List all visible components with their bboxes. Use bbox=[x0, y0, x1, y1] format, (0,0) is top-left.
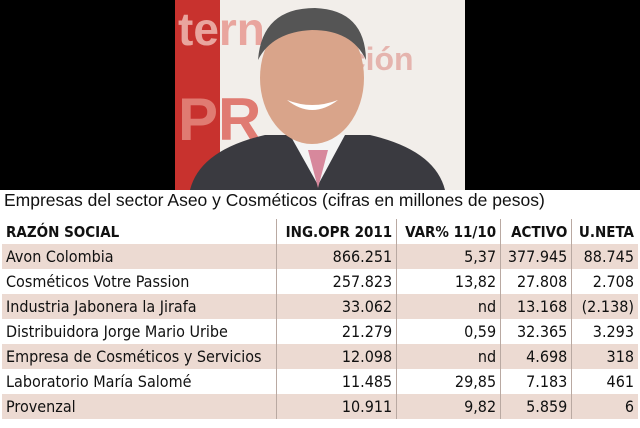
svg-text:tern: tern bbox=[178, 3, 265, 55]
column-header: U.NETA bbox=[571, 219, 638, 244]
company-name: Empresa de Cosméticos y Servicios bbox=[2, 344, 277, 369]
column-header: ING.OPR 2011 bbox=[276, 219, 397, 244]
table-cell: 21.279 bbox=[276, 319, 397, 344]
table-row: Laboratorio María Salomé 11.485 29,85 7.183… bbox=[2, 369, 638, 394]
table-cell: 10.911 bbox=[276, 394, 397, 419]
table-cell: 88.745 bbox=[571, 244, 638, 269]
table-body: Avon Colombia 866.251 5,37 377.945 88.745 Cos… bbox=[2, 244, 638, 419]
table-cell: 461 bbox=[571, 369, 638, 394]
company-name: Avon Colombia bbox=[2, 244, 277, 269]
company-name: Cosméticos Votre Passion bbox=[2, 269, 277, 294]
table-cell: 3.293 bbox=[571, 319, 638, 344]
table-cell: (2.138) bbox=[571, 294, 638, 319]
company-name: Distribuidora Jorge Mario Uribe bbox=[2, 319, 277, 344]
table-cell: 5.859 bbox=[500, 394, 572, 419]
table-cell: 318 bbox=[571, 344, 638, 369]
table-cell: nd bbox=[396, 294, 501, 319]
table-cell: 5,37 bbox=[396, 244, 501, 269]
table-cell: 4.698 bbox=[500, 344, 572, 369]
table: RAZÓN SOCIAL ING.OPR 2011 VAR% 11/10 ACTIVO… bbox=[2, 219, 638, 419]
company-name: Provenzal bbox=[2, 394, 277, 419]
table-cell: 13,82 bbox=[396, 269, 501, 294]
table-cell: 32.365 bbox=[500, 319, 572, 344]
table-row: Avon Colombia 866.251 5,37 377.945 88.745 bbox=[2, 244, 638, 269]
table-row: Distribuidora Jorge Mario Uribe 21.279 0,5… bbox=[2, 319, 638, 344]
table-row: Industria Jabonera la Jirafa 33.062 nd 13.1… bbox=[2, 294, 638, 319]
table-row: Empresa de Cosméticos y Servicios 12.098 n… bbox=[2, 344, 638, 369]
company-name: Laboratorio María Salomé bbox=[2, 369, 277, 394]
table-title: Empresas del sector Aseo y Cosméticos (c… bbox=[4, 190, 545, 210]
table-cell: 0,59 bbox=[396, 319, 501, 344]
table-cell: 33.062 bbox=[276, 294, 397, 319]
table-row: Cosméticos Votre Passion 257.823 13,82 27.8… bbox=[2, 269, 638, 294]
table-cell: 6 bbox=[571, 394, 638, 419]
table-cell: 12.098 bbox=[276, 344, 397, 369]
table-cell: nd bbox=[396, 344, 501, 369]
table-row: Provenzal 10.911 9,82 5.859 6 bbox=[2, 394, 638, 419]
table-cell: 866.251 bbox=[276, 244, 397, 269]
column-header: ACTIVO bbox=[500, 219, 572, 244]
table-cell: 2.708 bbox=[571, 269, 638, 294]
table-cell: 27.808 bbox=[500, 269, 572, 294]
photo: tern PR ación bbox=[0, 0, 640, 190]
table-cell: 377.945 bbox=[500, 244, 572, 269]
table-cell: 29,85 bbox=[396, 369, 501, 394]
column-header: RAZÓN SOCIAL bbox=[2, 219, 277, 244]
table-cell: 13.168 bbox=[500, 294, 572, 319]
column-header: VAR% 11/10 bbox=[396, 219, 501, 244]
table-cell: 257.823 bbox=[276, 269, 397, 294]
table-cell: 9,82 bbox=[396, 394, 501, 419]
header-row: RAZÓN SOCIAL ING.OPR 2011 VAR% 11/10 ACTIVO… bbox=[2, 219, 638, 244]
table-cell: 7.183 bbox=[500, 369, 572, 394]
company-name: Industria Jabonera la Jirafa bbox=[2, 294, 277, 319]
table-cell: 11.485 bbox=[276, 369, 397, 394]
